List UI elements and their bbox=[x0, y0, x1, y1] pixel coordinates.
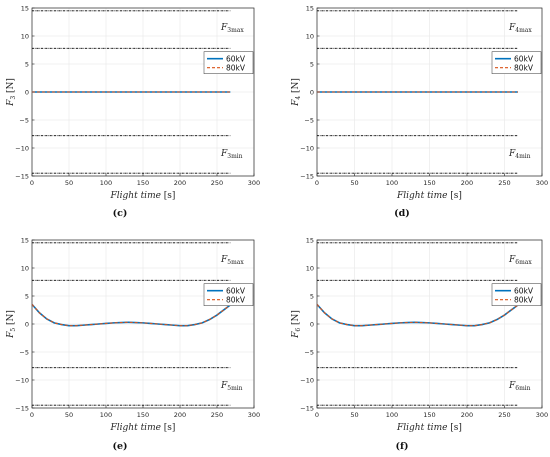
y-tick-label: 5 bbox=[25, 60, 29, 68]
y-axis-label: F4 [N] bbox=[291, 78, 302, 107]
max-limit-label: F4max bbox=[508, 23, 532, 34]
x-axis-label: Flight time [s] bbox=[396, 191, 462, 201]
legend-label-60kV: 60kV bbox=[226, 54, 246, 63]
y-tick-label: 5 bbox=[310, 292, 314, 300]
legend-box bbox=[491, 51, 542, 74]
x-tick-label: 50 bbox=[350, 411, 358, 419]
y-tick-label: 0 bbox=[25, 320, 29, 328]
x-axis-label: Flight time [s] bbox=[396, 423, 462, 433]
x-tick-label: 150 bbox=[137, 411, 149, 419]
y-tick-label: −5 bbox=[19, 116, 29, 124]
legend-label-80kV: 80kV bbox=[514, 295, 534, 304]
y-tick-label: −10 bbox=[300, 376, 314, 384]
x-tick-label: 300 bbox=[536, 179, 548, 187]
max-limit-label: F5max bbox=[220, 255, 244, 266]
y-tick-label: 10 bbox=[306, 264, 314, 272]
y-tick-label: 0 bbox=[310, 320, 314, 328]
legend-box bbox=[491, 283, 542, 306]
x-tick-label: 0 bbox=[315, 179, 319, 187]
legend-box bbox=[203, 51, 254, 74]
legend-label-80kV: 80kV bbox=[226, 295, 246, 304]
legend-label-80kV: 80kV bbox=[226, 63, 246, 72]
y-tick-label: 10 bbox=[21, 32, 29, 40]
y-tick-label: 5 bbox=[310, 60, 314, 68]
x-tick-label: 200 bbox=[461, 411, 473, 419]
x-tick-label: 200 bbox=[461, 179, 473, 187]
x-tick-label: 100 bbox=[386, 179, 398, 187]
x-tick-label: 100 bbox=[100, 411, 112, 419]
min-limit-label: F6min bbox=[508, 381, 531, 392]
y-tick-label: −15 bbox=[300, 404, 314, 412]
legend-label-60kV: 60kV bbox=[514, 286, 534, 295]
y-axis-label: F6 [N] bbox=[291, 310, 302, 339]
x-tick-label: 0 bbox=[30, 179, 34, 187]
y-tick-label: −5 bbox=[19, 348, 29, 356]
x-tick-label: 50 bbox=[350, 179, 358, 187]
chart-panel-c: 0 50 100 150 200 250 300 −15 −10 −5 0 5 10 15 Flight t… bbox=[6, 4, 260, 219]
y-tick-label: 10 bbox=[21, 264, 29, 272]
y-tick-label: −10 bbox=[300, 144, 314, 152]
x-tick-label: 300 bbox=[248, 179, 260, 187]
y-tick-label: 0 bbox=[310, 88, 314, 96]
x-tick-label: 0 bbox=[30, 411, 34, 419]
panel-caption: (d) bbox=[394, 208, 410, 219]
x-axis-label: Flight time [s] bbox=[110, 191, 176, 201]
x-tick-label: 0 bbox=[315, 411, 319, 419]
y-tick-label: 15 bbox=[21, 4, 29, 12]
y-tick-label: 10 bbox=[306, 32, 314, 40]
y-tick-label: 15 bbox=[306, 4, 314, 12]
x-tick-label: 100 bbox=[100, 179, 112, 187]
x-tick-label: 250 bbox=[211, 411, 223, 419]
chart-panel-f: 0 50 100 150 200 250 300 −15 −10 −5 0 5 10 15 Flight t… bbox=[291, 236, 548, 452]
y-tick-label: −10 bbox=[15, 144, 29, 152]
min-limit-label: F5min bbox=[220, 381, 243, 392]
series-line-80kV bbox=[316, 304, 519, 327]
x-tick-label: 50 bbox=[65, 179, 73, 187]
legend-label-80kV: 80kV bbox=[514, 63, 534, 72]
x-tick-label: 150 bbox=[423, 179, 435, 187]
panel-caption: (e) bbox=[112, 441, 127, 452]
y-tick-label: −5 bbox=[304, 116, 314, 124]
legend-label-60kV: 60kV bbox=[514, 54, 534, 63]
y-tick-label: −15 bbox=[15, 172, 29, 180]
y-tick-label: 15 bbox=[306, 236, 314, 244]
x-tick-label: 300 bbox=[248, 411, 260, 419]
y-tick-label: −15 bbox=[15, 404, 29, 412]
y-tick-label: −15 bbox=[300, 172, 314, 180]
x-tick-label: 300 bbox=[536, 411, 548, 419]
x-tick-label: 200 bbox=[174, 411, 186, 419]
series-line-80kV bbox=[31, 304, 231, 327]
chart-panel-d: 0 50 100 150 200 250 300 −15 −10 −5 0 5 10 15 Flight t… bbox=[291, 4, 548, 219]
legend-box bbox=[203, 283, 254, 306]
y-tick-label: 15 bbox=[21, 236, 29, 244]
x-axis-label: Flight time [s] bbox=[110, 423, 176, 433]
y-tick-label: 0 bbox=[25, 88, 29, 96]
x-tick-label: 200 bbox=[174, 179, 186, 187]
x-tick-label: 250 bbox=[498, 411, 510, 419]
y-axis-label: F5 [N] bbox=[6, 310, 17, 339]
panel-caption: (c) bbox=[113, 208, 128, 219]
max-limit-label: F3max bbox=[220, 23, 244, 34]
chart-panel-e: 0 50 100 150 200 250 300 −15 −10 −5 0 5 10 15 Flight t… bbox=[6, 236, 260, 452]
min-limit-label: F4min bbox=[508, 149, 531, 160]
max-limit-label: F6max bbox=[508, 255, 532, 266]
legend-label-60kV: 60kV bbox=[226, 286, 246, 295]
x-tick-label: 250 bbox=[211, 179, 223, 187]
y-axis-label: F3 [N] bbox=[6, 78, 17, 107]
y-tick-label: 5 bbox=[25, 292, 29, 300]
x-tick-label: 150 bbox=[137, 179, 149, 187]
x-tick-label: 150 bbox=[423, 411, 435, 419]
x-tick-label: 250 bbox=[498, 179, 510, 187]
y-tick-label: −5 bbox=[304, 348, 314, 356]
y-tick-label: −10 bbox=[15, 376, 29, 384]
x-tick-label: 50 bbox=[65, 411, 73, 419]
panel-caption: (f) bbox=[395, 441, 408, 452]
x-tick-label: 100 bbox=[386, 411, 398, 419]
min-limit-label: F3min bbox=[220, 149, 243, 160]
